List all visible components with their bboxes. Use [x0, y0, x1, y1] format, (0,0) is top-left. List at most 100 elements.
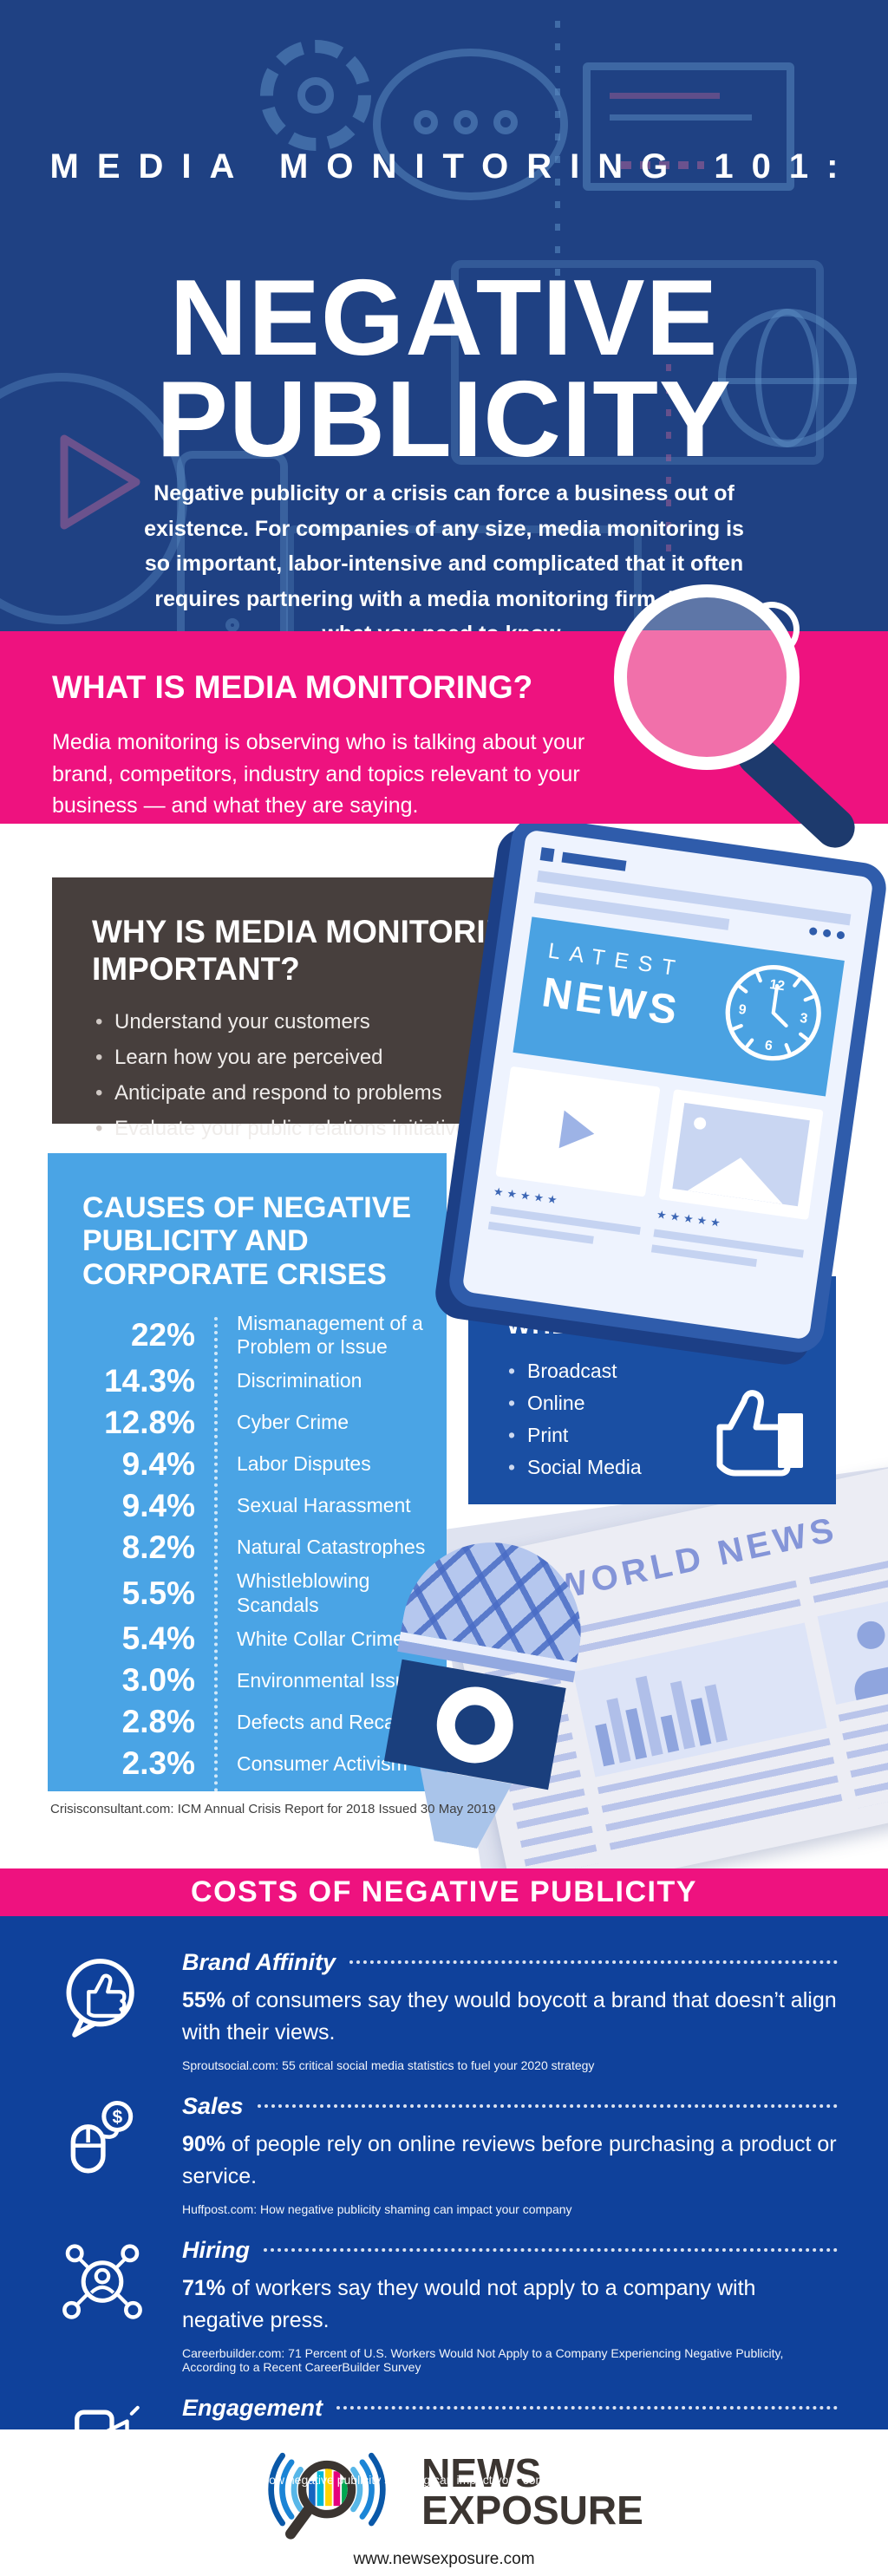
cause-label: Labor Disputes [237, 1452, 371, 1476]
cause-pct: 12.8% [104, 1404, 195, 1440]
causes-source-note: Crisisconsultant.com: ICM Annual Crisis … [50, 1802, 496, 1816]
dotted-leader [336, 2406, 838, 2410]
cost-item-hiring: Hiring 71% of workers say they would not… [54, 2237, 838, 2374]
causes-box: CAUSES OF NEGATIVE PUBLICITY AND CORPORA… [48, 1153, 447, 1823]
website-url: www.newsexposure.com [353, 2549, 535, 2568]
cause-label: Whistleblowing Scandals [237, 1569, 370, 1616]
where-bullet: Online [506, 1392, 836, 1415]
cost-text: 55% of consumers say they would boycott … [182, 1988, 837, 2044]
causes-heading: CAUSES OF NEGATIVE PUBLICITY AND CORPORA… [82, 1191, 412, 1291]
causes-row: 14.3% Discrimination [82, 1361, 447, 1400]
clock-9: 9 [738, 1002, 748, 1018]
cause-pct: 3.0% [121, 1662, 195, 1699]
play-triangle-icon [60, 434, 140, 530]
why-heading: WHY IS MEDIA MONITORING IMPORTANT? [92, 914, 534, 987]
cost-item-sales: $ Sales 90% of people rely on online rev… [54, 2093, 838, 2216]
what-heading: WHAT IS MEDIA MONITORING? [52, 669, 533, 705]
cost-text: Positive press results in 42% higher mor… [182, 2434, 604, 2458]
cost-title: Hiring [182, 2237, 250, 2263]
dotted-leader [257, 2104, 838, 2108]
tablet-image-column: ★★★★★ [650, 1089, 824, 1273]
cause-pct: 5.4% [121, 1621, 195, 1657]
cost-source: Huffpost.com: How negative publicity sha… [182, 2472, 572, 2487]
newspaper-portrait-icon [817, 1596, 888, 1705]
cause-pct: 22% [130, 1317, 195, 1353]
cost-source: Careerbuilder.com: 71 Percent of U.S. Wo… [182, 2346, 784, 2374]
where-bullet: Social Media [506, 1456, 836, 1479]
logo-magnifier-icon [268, 2452, 386, 2540]
clock-icon: 12 3 6 9 [725, 965, 821, 1061]
cause-pct: 9.4% [121, 1487, 195, 1523]
causes-rows: 22% Mismanagement of a Problem or Issue 1… [82, 1312, 447, 1825]
causes-row: 8.2% Natural Catastrophes [82, 1528, 447, 1567]
costs-band: COSTS OF NEGATIVE PUBLICITY [0, 1868, 888, 1916]
cause-label: Discrimination [237, 1369, 362, 1392]
cause-label: Other [237, 1793, 287, 1816]
globe-equator-icon [718, 378, 857, 384]
cause-label: Environmental Issues [237, 1668, 428, 1692]
causes-row: 22% Mismanagement of a Problem or Issue [82, 1312, 447, 1359]
image-placeholder-icon [672, 1102, 810, 1207]
cost-title: Brand Affinity [182, 1949, 336, 1975]
cost-title: Engagement [182, 2395, 323, 2421]
page-title-line1: NEGATIVE [169, 258, 719, 379]
cause-pct: 14.3% [104, 1362, 195, 1399]
cost-stat: 55% [182, 1988, 226, 2012]
newspaper-text-lines [838, 1694, 888, 1809]
why-bullet-list: Understand your customers Learn how you … [92, 1010, 578, 1141]
mid-section: WHY IS MEDIA MONITORING IMPORTANT? Under… [0, 824, 888, 1868]
dash-row-icon [621, 161, 704, 169]
dotted-leader [264, 2248, 838, 2252]
hero-kicker: MEDIA MONITORING 101: [49, 147, 857, 186]
cause-pct: 9.4% [121, 1445, 195, 1482]
what-section: WHAT IS MEDIA MONITORING? Media monitori… [0, 584, 888, 857]
cause-pct: 5.5% [121, 1575, 195, 1611]
laptop-outline-icon [286, 525, 642, 631]
where-bullet: Broadcast [506, 1360, 836, 1383]
causes-row: 5.4% White Collar Crime [82, 1620, 447, 1659]
causes-row: 2.8% Defects and Recalls [82, 1703, 447, 1742]
newspaper-text-lines [809, 1557, 888, 1607]
phone-megaphone-icon [74, 2405, 146, 2474]
cost-source: Sproutsocial.com: 55 critical social med… [182, 2058, 595, 2072]
cost-item-brand-affinity: Brand Affinity 55% of consumers say they… [54, 1949, 838, 2072]
cause-label: Natural Catastrophes [237, 1536, 426, 1559]
costs-band-heading: COSTS OF NEGATIVE PUBLICITY [191, 1875, 697, 1908]
thumbs-up-icon [716, 1390, 803, 1477]
causes-row: 4.9% Other [82, 1786, 447, 1825]
newspaper-middle-column [564, 1580, 845, 1861]
hero-intro-text: Negative publicity or a crisis can force… [144, 481, 744, 631]
tablet-video-column: ★★★★★ [487, 1066, 661, 1250]
chat-window-icon [583, 62, 794, 191]
phone-outline-icon [177, 451, 288, 631]
cost-source: Huffpost.com: How negative publicity sha… [182, 2202, 572, 2216]
cause-label: Defects and Recalls [237, 1710, 415, 1733]
cause-label: Sexual Harassment [237, 1494, 411, 1517]
gear-icon [260, 40, 371, 151]
hero-section: MEDIA MONITORING 101: NEGATIVE PUBLICITY… [0, 0, 888, 631]
causes-row: 9.4% Sexual Harassment [82, 1486, 447, 1525]
clock-6: 6 [764, 1038, 774, 1053]
gear-hole-icon [297, 77, 334, 114]
people-network-icon [62, 2244, 142, 2319]
cause-pct: 2.3% [121, 1745, 195, 1782]
tablet-illustration: LATEST NEWS 12 3 6 9 ★★★★★ [446, 824, 888, 1356]
svg-text:$: $ [112, 2107, 122, 2127]
page-title-line2: PUBLICITY [156, 359, 732, 479]
cost-text: 71% of workers say they would not apply … [182, 2276, 756, 2332]
causes-row: 12.8% Cyber Crime [82, 1403, 447, 1442]
causes-row: 3.0% Environmental Issues [82, 1661, 447, 1700]
brand-line2: EXPOSURE [421, 2487, 643, 2533]
speech-bubble-dots-icon [414, 110, 518, 134]
dotted-line-icon [555, 21, 560, 307]
microphone-body [383, 1659, 566, 1790]
costs-section: Brand Affinity 55% of consumers say they… [0, 1916, 888, 2487]
what-body: Media monitoring is observing who is tal… [52, 730, 585, 818]
page-title: NEGATIVE PUBLICITY [0, 258, 888, 479]
causes-row: 2.3% Consumer Activism [82, 1745, 447, 1784]
clock-3: 3 [799, 1011, 808, 1027]
cause-pct: 8.2% [121, 1529, 195, 1565]
footer: NEWS EXPOSURE www.newsexposure.com [0, 2429, 888, 2576]
cost-item-engagement: Engagement Positive press results in 42%… [54, 2395, 838, 2487]
